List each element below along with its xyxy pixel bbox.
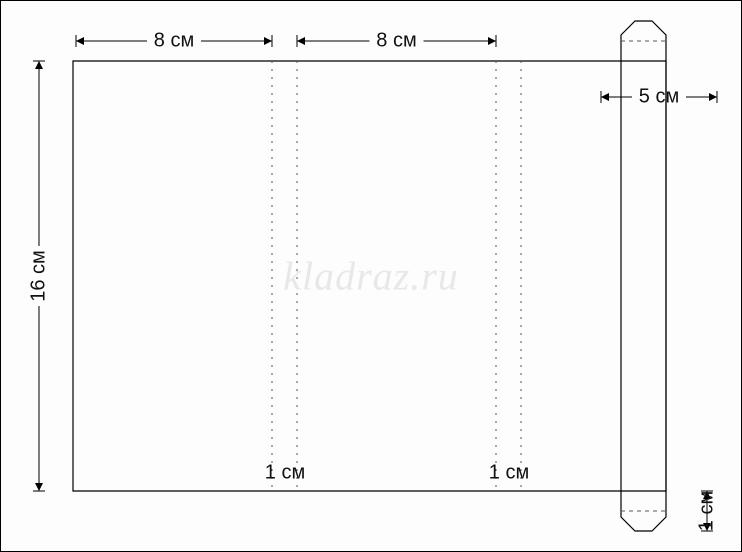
dim-label-5cm: 5 см <box>639 86 679 109</box>
diagram-canvas: kladraz.ru 8 см 8 см 5 см 16 см 1 см 1 с… <box>0 0 742 552</box>
dim-label-16cm: 16 см <box>28 250 51 302</box>
dim-label-8cm-b: 8 см <box>376 30 416 53</box>
dim-label-8cm-a: 8 см <box>154 30 194 53</box>
dim-label-1cm-b: 1 см <box>489 462 529 485</box>
dim-label-1cm-c: 1 см <box>696 491 719 531</box>
dim-label-1cm-a: 1 см <box>265 462 305 485</box>
diagram-svg <box>1 1 742 552</box>
